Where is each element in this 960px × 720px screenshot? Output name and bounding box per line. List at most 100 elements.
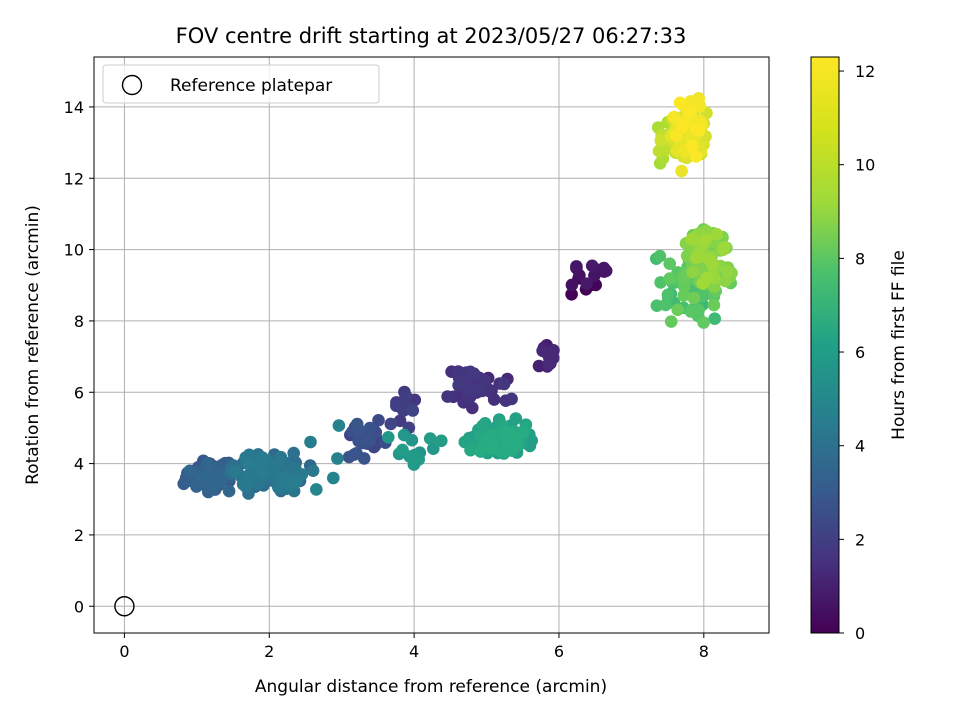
data-point (363, 421, 377, 435)
data-point (652, 144, 666, 158)
x-axis-ticks: 0 2 4 6 8 (119, 633, 709, 661)
data-point (242, 457, 256, 471)
data-point (689, 150, 703, 163)
legend-label: Reference platepar (170, 76, 332, 96)
data-point (565, 288, 578, 301)
colorbar: 0 2 4 6 8 10 12 Hours from first FF file (810, 56, 909, 643)
y-tick-label: 12 (64, 169, 84, 188)
colorbar-tick-label: 0 (855, 624, 865, 643)
data-point (585, 259, 599, 273)
data-point (350, 417, 364, 431)
colorbar-gradient (811, 57, 839, 633)
data-point (396, 443, 409, 457)
data-point (183, 464, 197, 478)
data-point (202, 470, 216, 484)
x-axis-label: Angular distance from reference (arcmin) (255, 677, 607, 697)
data-point (671, 303, 684, 317)
data-point (710, 228, 724, 241)
data-point (306, 464, 320, 478)
data-point (252, 457, 266, 471)
data-point (661, 288, 675, 302)
data-point (423, 432, 437, 445)
y-tick-label: 4 (74, 455, 84, 474)
data-point (384, 417, 398, 431)
data-point (464, 443, 477, 457)
colorbar-label: Hours from first FF file (889, 250, 909, 440)
data-point (287, 446, 301, 460)
colorbar-tick-label: 6 (855, 343, 865, 362)
x-tick-label: 4 (409, 642, 419, 661)
data-point (685, 139, 699, 153)
data-point (509, 412, 523, 425)
data-point (683, 106, 696, 119)
data-point (677, 289, 690, 302)
x-tick-label: 8 (699, 642, 709, 661)
data-point (476, 419, 489, 433)
data-point (720, 265, 734, 278)
x-tick-label: 2 (264, 642, 274, 661)
data-point (372, 414, 385, 427)
data-point (243, 467, 257, 481)
data-point (653, 249, 667, 263)
data-point (664, 315, 678, 328)
y-axis-label: Rotation from reference (arcmin) (23, 205, 43, 485)
data-point (570, 260, 583, 273)
data-point (357, 452, 371, 465)
data-point (441, 390, 454, 403)
data-point (708, 312, 721, 326)
x-tick-label: 6 (554, 642, 564, 661)
data-point (499, 394, 513, 408)
data-point (406, 450, 419, 463)
data-point (222, 484, 236, 498)
data-point (255, 467, 269, 480)
data-point (310, 483, 323, 496)
data-point (684, 305, 698, 318)
data-point (659, 298, 672, 312)
data-point (348, 448, 361, 461)
colorbar-tick-label: 2 (855, 530, 865, 549)
data-point (332, 419, 346, 432)
data-point (276, 472, 290, 486)
data-point (506, 436, 519, 449)
data-point (689, 122, 703, 135)
y-tick-label: 14 (64, 98, 84, 117)
data-point (708, 280, 721, 294)
data-point (399, 389, 413, 403)
data-point (675, 164, 688, 178)
data-point (588, 269, 601, 282)
y-tick-label: 6 (74, 383, 84, 402)
data-point (363, 434, 377, 447)
data-point (406, 404, 420, 417)
data-point (719, 274, 732, 288)
data-point (397, 428, 411, 442)
data-point (525, 434, 538, 447)
data-point (663, 257, 676, 271)
y-axis-ticks: 0 2 4 6 8 10 12 14 (64, 98, 94, 616)
data-point (452, 379, 465, 392)
legend: Reference platepar (102, 64, 380, 104)
data-point (687, 291, 701, 305)
data-point (707, 298, 721, 312)
data-point (597, 261, 611, 275)
y-tick-label: 10 (64, 241, 84, 260)
data-point (327, 471, 340, 485)
data-point (684, 95, 697, 108)
colorbar-tick-label: 10 (855, 156, 875, 175)
colorbar-ticks: 0 2 4 6 8 10 12 (839, 62, 875, 643)
data-point (497, 377, 511, 391)
data-point (201, 458, 215, 471)
data-point (565, 278, 579, 292)
data-point (474, 382, 487, 395)
x-tick-label: 0 (119, 642, 129, 661)
colorbar-tick-label: 12 (855, 62, 875, 81)
data-point (693, 99, 707, 113)
colorbar-tick-label: 4 (855, 437, 865, 456)
data-point (690, 251, 703, 265)
data-point (673, 96, 687, 110)
reference-marker (114, 596, 135, 617)
legend-box (102, 64, 380, 104)
data-point (485, 428, 498, 442)
data-point (289, 475, 303, 489)
data-point (542, 357, 555, 371)
data-point (467, 367, 481, 381)
